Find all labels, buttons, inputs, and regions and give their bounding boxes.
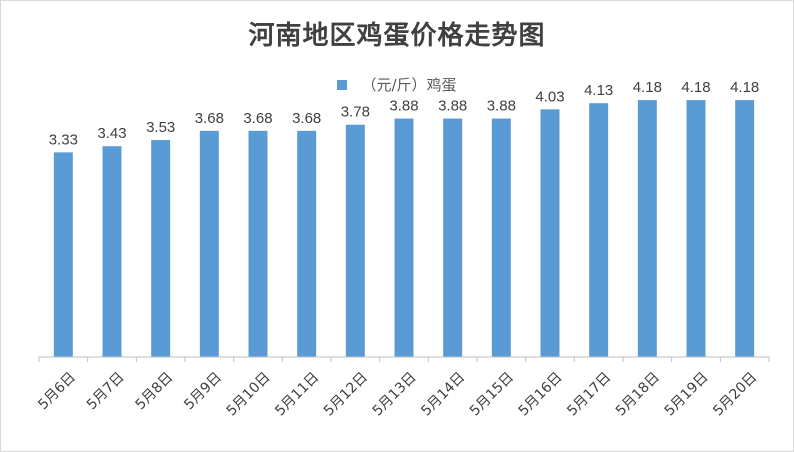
data-label: 3.43 <box>97 125 126 142</box>
x-tick-label: 5月9日 <box>181 369 225 413</box>
bar <box>345 124 365 357</box>
data-label: 3.78 <box>341 104 370 121</box>
data-label: 4.03 <box>535 88 564 105</box>
x-tick-label: 5月17日 <box>564 369 614 419</box>
x-tick-labels-group: 5月6日 5月7日 5月8日 5月9日5月10日5月11日5月12日5月13日5月14… <box>35 369 760 419</box>
legend-swatch <box>337 79 348 90</box>
data-labels-group: 3.33 3.43 3.53 3.68 3.68 3.68 3.78 3.88 3.88 3.88… <box>49 79 760 148</box>
bar <box>53 152 73 357</box>
bar <box>637 100 657 357</box>
bar <box>297 130 317 357</box>
x-tick-label: 5月18日 <box>613 369 663 419</box>
x-tick-label: 5月13日 <box>370 369 420 419</box>
bar <box>491 118 511 357</box>
data-label: 3.68 <box>195 110 224 127</box>
legend-label: （元/斤）鸡蛋 <box>361 76 457 94</box>
x-tick-label: 5月7日 <box>84 369 128 413</box>
x-tick-label: 5月16日 <box>516 369 566 419</box>
bar <box>151 140 171 357</box>
bar <box>102 146 122 357</box>
data-label: 4.18 <box>633 79 662 96</box>
data-label: 3.68 <box>292 110 321 127</box>
bars-group <box>53 100 755 358</box>
bar <box>248 130 268 357</box>
data-label: 4.13 <box>584 82 613 99</box>
bar <box>686 100 706 357</box>
bar <box>394 118 414 357</box>
x-tick-label: 5月14日 <box>418 369 468 419</box>
tick-marks-group <box>38 357 770 362</box>
x-tick-label: 5月15日 <box>467 369 517 419</box>
data-label: 4.18 <box>730 79 759 96</box>
data-label: 3.88 <box>487 98 516 115</box>
data-label: 4.18 <box>681 79 710 96</box>
bar <box>735 100 755 357</box>
bar <box>589 103 609 358</box>
chart-title: 河南地区鸡蛋价格走势图 <box>248 21 546 51</box>
bar <box>199 130 219 357</box>
x-tick-label: 5月10日 <box>224 369 274 419</box>
data-label: 3.53 <box>146 119 175 136</box>
data-label: 3.88 <box>389 98 418 115</box>
bar <box>540 109 560 357</box>
x-tick-label: 5月12日 <box>321 369 371 419</box>
data-label: 3.88 <box>438 98 467 115</box>
x-tick-label: 5月11日 <box>272 369 322 419</box>
data-label: 3.68 <box>243 110 272 127</box>
x-tick-label: 5月19日 <box>662 369 712 419</box>
legend: （元/斤）鸡蛋 <box>1 74 793 95</box>
bar <box>443 118 463 357</box>
x-tick-label: 5月8日 <box>133 369 177 413</box>
x-tick-label: 5月20日 <box>710 369 760 419</box>
x-tick-label: 5月6日 <box>35 369 79 413</box>
data-label: 3.33 <box>49 131 78 148</box>
